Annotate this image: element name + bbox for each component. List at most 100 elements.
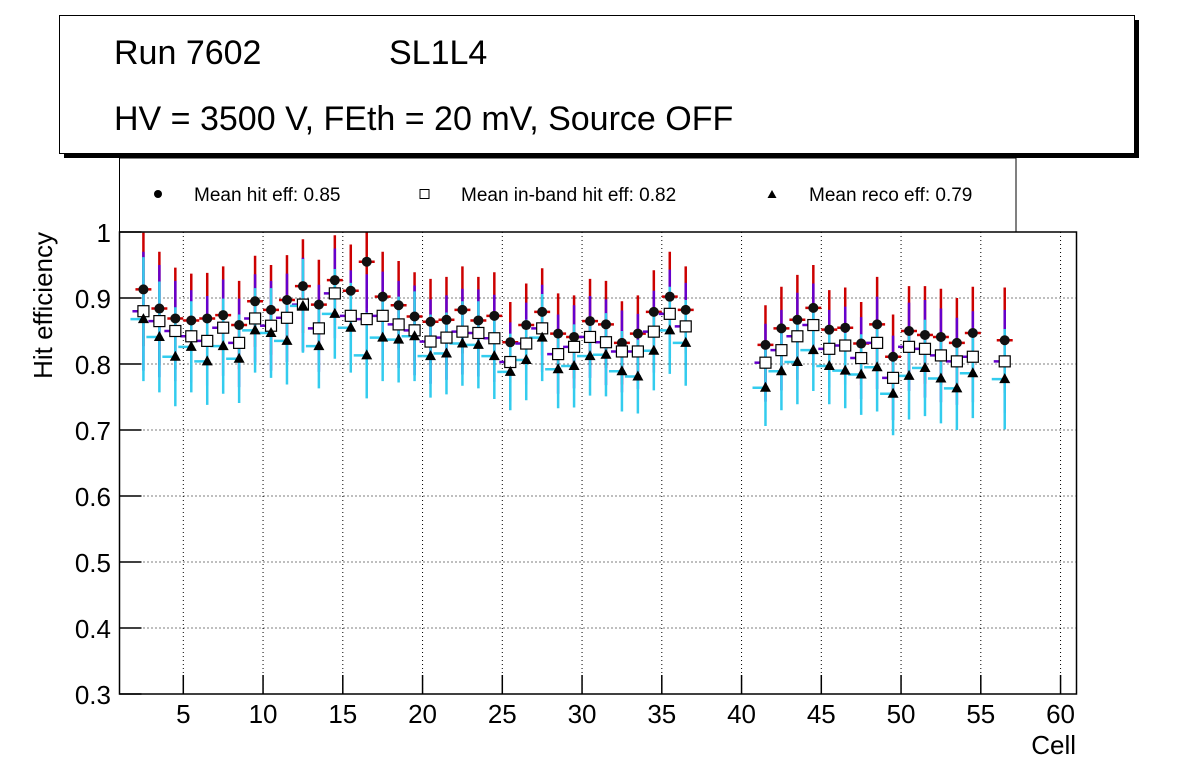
data-point-inband-eff [934,349,948,362]
data-point-reco-eff [153,330,165,341]
data-point-reco-eff [552,363,564,374]
data-point-hit-eff [776,323,787,334]
legend-circle-marker-icon [154,190,162,198]
data-point-reco-eff [775,365,787,376]
data-point-inband-eff [392,318,405,331]
x-tick-label: 25 [488,699,517,729]
data-point-inband-eff [855,351,868,365]
data-point-hit-eff [170,313,181,324]
legend-square-marker-icon [419,189,430,199]
data-point-hit-eff [680,304,691,315]
data-point-hit-eff [808,302,819,313]
data-point-inband-eff [312,322,325,335]
data-point-hit-eff [409,311,420,322]
data-point-hit-eff [888,351,899,362]
data-point-reco-eff [281,334,293,345]
data-point-hit-eff [792,314,803,325]
legend-triangle-marker-icon [767,190,777,198]
data-point-hit-eff [840,322,851,333]
data-point-inband-eff [520,337,533,350]
plot-frame [118,231,1078,695]
series-reco-eff-markers [137,299,1011,398]
data-point-reco-eff [265,326,277,337]
data-point-inband-eff [966,350,979,363]
y-tick-label: 0.5 [75,548,111,578]
data-point-hit-eff [202,313,213,324]
x-tick-label: 15 [328,699,357,729]
data-point-hit-eff [648,306,659,317]
data-point-reco-eff [807,344,819,355]
data-point-inband-eff [759,356,772,369]
x-tick-label: 30 [568,699,597,729]
data-point-hit-eff [521,320,532,331]
data-point-hit-eff [457,304,468,315]
legend-label-inband-eff: Mean in-band hit eff: 0.82 [461,185,676,206]
data-point-hit-eff [904,326,915,336]
data-point-hit-eff [569,331,580,342]
data-point-inband-eff [456,325,469,338]
data-point-inband-eff [807,318,820,332]
data-point-hit-eff [218,310,229,321]
data-point-hit-eff [186,315,197,326]
data-point-inband-eff [998,355,1011,368]
data-point-inband-eff [376,309,389,322]
legend: Mean hit eff: 0.85 Mean in-band hit eff:… [119,157,1017,233]
data-point-hit-eff [425,316,436,327]
data-point-reco-eff [855,368,867,379]
axes-ticks [119,231,1062,695]
data-point-reco-eff [759,381,771,392]
x-tick-label: 55 [966,699,995,729]
data-point-hit-eff [329,275,340,286]
data-point-inband-eff [201,334,214,347]
x-axis-title: Cell [1031,730,1076,760]
data-point-inband-eff [775,344,788,357]
layer-label: SL1L4 [389,34,487,72]
title-box-frame [59,15,1135,154]
data-point-hit-eff [234,320,245,331]
data-point-reco-eff [345,321,357,332]
y-tick-label: 0.8 [75,350,111,380]
data-point-hit-eff [967,327,978,338]
data-point-inband-eff [871,336,884,349]
data-point-inband-eff [344,309,357,322]
data-point-hit-eff [361,256,372,267]
legend-label-hit-eff: Mean hit eff: 0.85 [194,185,340,206]
data-point-reco-eff [999,373,1011,384]
data-point-reco-eff [361,349,373,360]
data-point-reco-eff [616,365,628,376]
data-point-inband-eff [153,315,166,328]
data-point-hit-eff [281,294,292,305]
data-point-hit-eff [856,338,867,349]
y-tick-label: 0.3 [75,680,111,710]
data-point-reco-eff [233,352,245,363]
data-point-reco-eff [504,365,516,376]
data-point-inband-eff [360,313,373,326]
data-point-reco-eff [664,324,676,335]
series-inband-eff-markers [137,287,1011,384]
data-point-inband-eff [791,330,804,343]
data-point-inband-eff [217,321,230,334]
data-point-inband-eff [886,371,900,384]
data-point-reco-eff [584,350,596,361]
x-tick-label: 40 [727,699,756,729]
data-point-inband-eff [552,348,565,361]
data-point-inband-eff [615,345,629,358]
x-tick-label: 35 [647,699,676,729]
data-point-hit-eff [154,303,165,314]
y-tick-label: 0.9 [75,284,111,314]
data-point-reco-eff [217,340,229,351]
data-point-reco-eff [201,355,213,366]
x-tick-label: 60 [1046,699,1075,729]
data-point-inband-eff [185,330,198,343]
data-point-hit-eff [489,310,500,321]
y-tick-label: 0.4 [75,614,111,644]
y-tick-label: 0.7 [75,416,111,446]
data-point-inband-eff [950,355,963,368]
data-point-reco-eff [935,372,947,383]
data-point-reco-eff [297,299,309,310]
data-point-hit-eff [632,328,643,339]
y-tick-label: 0.6 [75,482,111,512]
data-point-reco-eff [568,359,580,370]
data-point-inband-eff [902,340,916,353]
data-point-inband-eff [679,320,692,333]
